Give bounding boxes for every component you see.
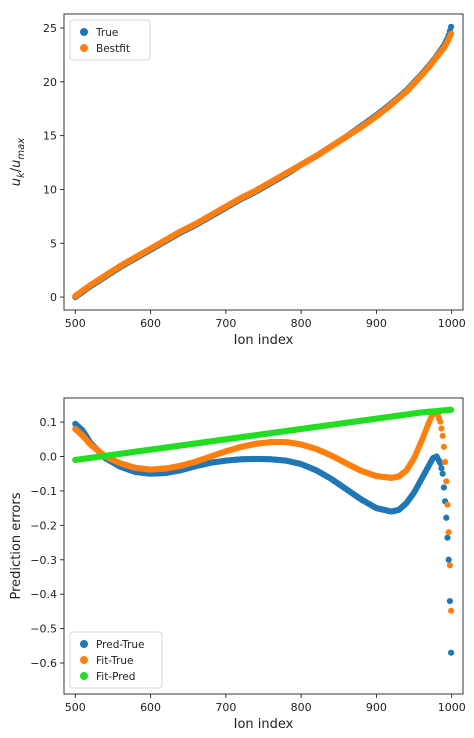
y-tick-label: 15 xyxy=(43,130,57,143)
legend-marker xyxy=(80,672,88,680)
data-point xyxy=(437,460,444,467)
y-axis-label: Prediction errors xyxy=(9,492,24,599)
data-point xyxy=(440,484,447,491)
x-tick-label: 500 xyxy=(65,701,86,714)
data-point xyxy=(444,534,451,541)
y-tick-label: 0.0 xyxy=(40,451,58,464)
x-tick-label: 700 xyxy=(215,317,236,330)
data-point xyxy=(448,30,455,37)
y-tick-label: 10 xyxy=(43,183,57,196)
data-point xyxy=(437,418,444,425)
y-tick-label: 0 xyxy=(50,291,57,304)
data-point xyxy=(448,23,455,30)
series-fit-true xyxy=(72,408,455,614)
series-bestfit xyxy=(72,30,455,300)
x-tick-label: 800 xyxy=(291,701,312,714)
chart-panel-2: 500 600 700 800 900 1000 0.1 0.0 −0.1 −0.2 −0.3 −0.… xyxy=(9,397,466,732)
legend-marker xyxy=(80,656,88,664)
chart-panel-1: 500 600 700 800 900 1000 0 5 10 15 20 25 Ion index uk… xyxy=(9,13,466,348)
x-tick-label: 800 xyxy=(291,317,312,330)
x-tick-label: 1000 xyxy=(438,317,466,330)
x-tick-label: 900 xyxy=(366,701,387,714)
legend-box xyxy=(69,19,151,61)
legend-label: Pred-True xyxy=(96,639,145,651)
y-tick-label: −0.3 xyxy=(30,554,57,567)
x-tick-label: 1000 xyxy=(438,701,466,714)
y-tick-label: −0.2 xyxy=(30,519,57,532)
data-point xyxy=(443,478,450,485)
series-fit-pred xyxy=(72,406,455,464)
data-point xyxy=(446,597,453,605)
data-point xyxy=(439,432,446,439)
data-point xyxy=(440,443,447,450)
x-axis-label: Ion index xyxy=(234,717,294,732)
legend-label: True xyxy=(95,27,118,39)
legend-label: Fit-True xyxy=(96,655,133,667)
data-point xyxy=(441,458,449,466)
legend: Pred-True Fit-True Fit-Pred xyxy=(69,631,163,689)
data-point xyxy=(448,406,455,413)
x-tick-label: 500 xyxy=(65,317,86,330)
x-tick-label: 600 xyxy=(140,317,161,330)
y-tick-label: 20 xyxy=(43,76,57,89)
x-tick-label: 600 xyxy=(140,701,161,714)
y-tick-label: 5 xyxy=(50,237,57,250)
data-point xyxy=(439,470,446,477)
data-point xyxy=(448,649,455,656)
data-point xyxy=(448,607,455,614)
data-point xyxy=(438,425,445,432)
data-point xyxy=(446,562,453,569)
x-axis-label: Ion index xyxy=(234,333,294,348)
legend-label: Fit-Pred xyxy=(96,671,135,683)
y-tick-label: 25 xyxy=(43,22,57,35)
y-tick-label: −0.6 xyxy=(30,657,57,670)
series-pred-true xyxy=(72,420,455,656)
legend-marker xyxy=(80,28,88,36)
y-tick-label: −0.4 xyxy=(30,588,57,601)
y-tick-label: −0.5 xyxy=(30,623,57,636)
data-point xyxy=(438,465,445,472)
data-point xyxy=(445,556,452,563)
data-point xyxy=(444,501,451,508)
legend-marker xyxy=(80,640,88,648)
legend: True Bestfit xyxy=(69,19,151,61)
data-point xyxy=(443,514,450,521)
legend-box xyxy=(69,631,163,689)
x-tick-label: 700 xyxy=(215,701,236,714)
y-tick-label: −0.1 xyxy=(30,485,57,498)
data-point xyxy=(445,529,452,536)
legend-label: Bestfit xyxy=(96,43,130,55)
y-tick-label: 0.1 xyxy=(40,416,58,429)
x-tick-label: 900 xyxy=(366,317,387,330)
y-axis-label: uk/umax xyxy=(9,138,27,187)
legend-marker xyxy=(80,44,88,52)
